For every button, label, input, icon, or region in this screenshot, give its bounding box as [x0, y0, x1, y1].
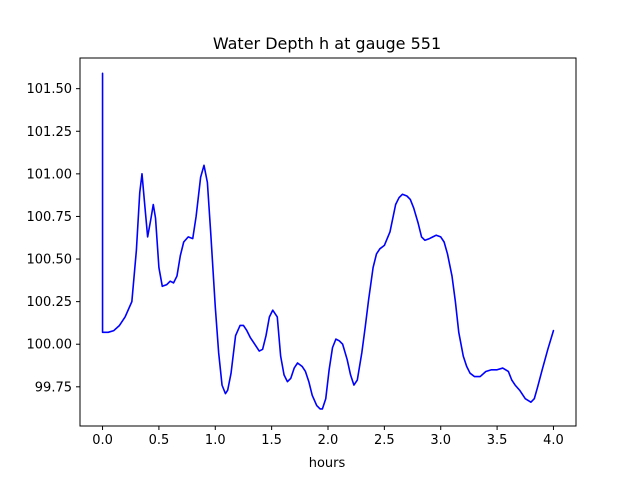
- x-tick-label: 2.5: [374, 433, 395, 448]
- x-tick-label: 0.0: [92, 433, 113, 448]
- x-tick-label: 0.5: [149, 433, 170, 448]
- y-tick-label: 100.00: [27, 338, 73, 353]
- x-axis-label: hours: [309, 456, 346, 471]
- y-tick-label: 101.00: [27, 167, 73, 182]
- chart-title: Water Depth h at gauge 551: [213, 34, 441, 53]
- y-tick-label: 100.25: [27, 295, 73, 310]
- x-tick-label: 2.0: [318, 433, 339, 448]
- series-line-0: [101, 72, 555, 410]
- y-tick-label: 100.75: [27, 210, 73, 225]
- plot-area: 0.0 0.5 1.0 1.5 2.0 2.5 3.0 3.5 4.0 99.75 100.00 10…: [27, 57, 577, 448]
- x-tick-label: 3.5: [487, 433, 508, 448]
- y-tick-label: 101.50: [27, 82, 73, 97]
- y-tick-label: 101.25: [27, 125, 73, 140]
- x-tick-label: 1.5: [261, 433, 282, 448]
- y-tick-label: 99.75: [35, 380, 72, 395]
- x-tick-label: 1.0: [205, 433, 226, 448]
- x-tick-label: 3.0: [430, 433, 451, 448]
- x-tick-label: 4.0: [543, 433, 564, 448]
- y-tick-label: 100.50: [27, 253, 73, 268]
